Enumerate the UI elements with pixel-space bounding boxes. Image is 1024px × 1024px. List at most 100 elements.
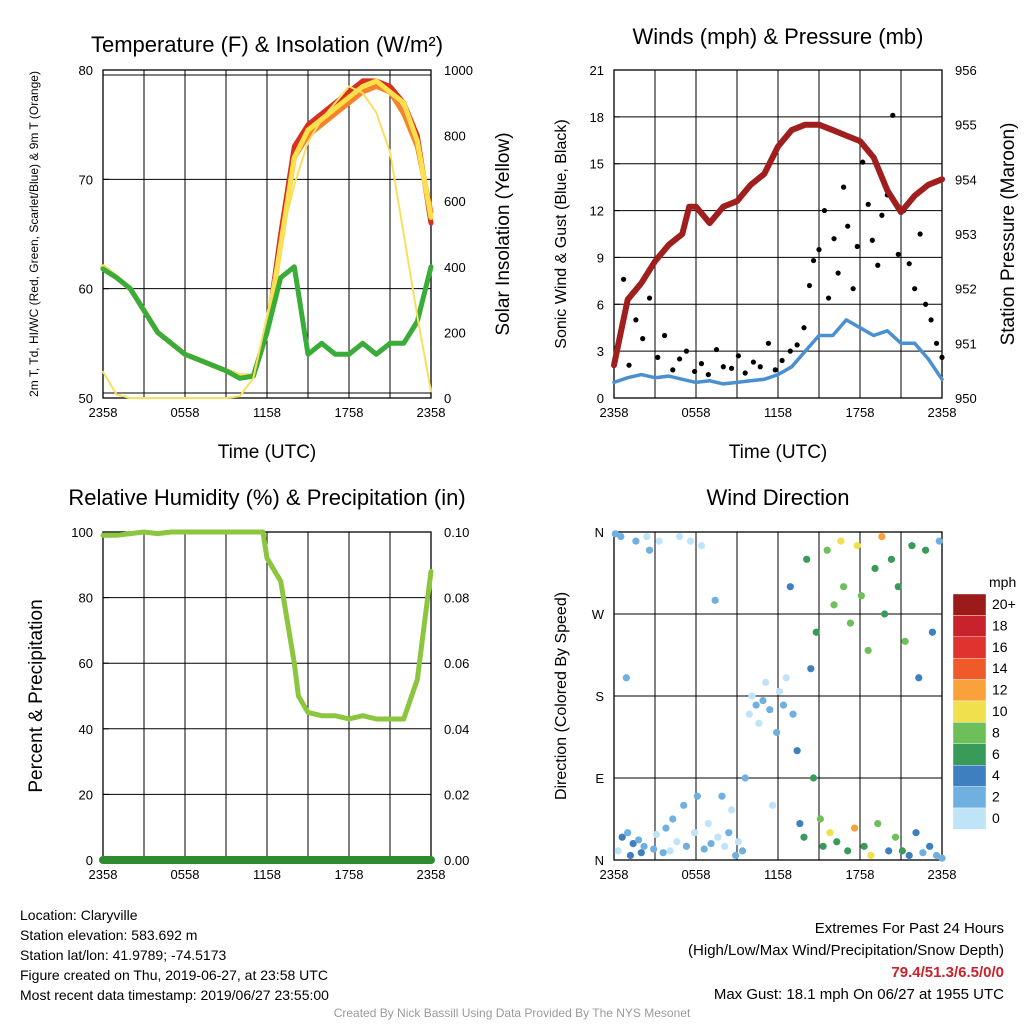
gust-point bbox=[928, 317, 934, 323]
extremes-legend: (High/Low/Max Wind/Precipitation/Snow De… bbox=[688, 942, 1004, 959]
direction-point bbox=[840, 583, 848, 591]
gust-point bbox=[692, 368, 698, 375]
gust-point bbox=[720, 364, 726, 370]
gust-point bbox=[895, 251, 901, 257]
y-tick-label: 60 bbox=[79, 282, 93, 297]
legend-label: 16 bbox=[992, 639, 1008, 655]
gust-point bbox=[620, 276, 627, 282]
y2-tick-label: 956 bbox=[955, 63, 977, 78]
y-axis-label: Direction (Colored By Speed) bbox=[553, 592, 570, 800]
gust-point bbox=[728, 365, 735, 371]
legend-label: 14 bbox=[992, 660, 1008, 676]
y-tick-label: 80 bbox=[79, 591, 93, 606]
direction-point bbox=[759, 696, 767, 705]
y-tick-label: E bbox=[595, 771, 604, 786]
x-tick-label: 1758 bbox=[335, 867, 364, 882]
gust-point bbox=[875, 262, 881, 268]
gust-point bbox=[923, 301, 929, 307]
direction-point bbox=[928, 628, 937, 636]
direction-point bbox=[905, 851, 913, 860]
gust-point bbox=[879, 212, 885, 218]
gust-point bbox=[845, 223, 851, 229]
x-tick-label: 0558 bbox=[682, 405, 711, 420]
y2-tick-label: 954 bbox=[955, 172, 977, 187]
x-tick-label: 2358 bbox=[417, 405, 446, 420]
y-tick-label: 9 bbox=[597, 250, 604, 265]
gust-point bbox=[646, 295, 653, 301]
y2-tick-label: 953 bbox=[955, 227, 977, 242]
gust-point bbox=[757, 364, 763, 370]
direction-point bbox=[714, 833, 722, 841]
direction-point bbox=[837, 537, 845, 545]
y2-tick-label: 0.04 bbox=[444, 722, 469, 737]
direction-point bbox=[901, 637, 909, 645]
panel-title: Relative Humidity (%) & Precipitation (i… bbox=[68, 485, 465, 510]
legend-label: 18 bbox=[992, 617, 1008, 633]
x-tick-label: 1758 bbox=[846, 405, 875, 420]
direction-point bbox=[748, 692, 756, 700]
x-tick-label: 2358 bbox=[928, 867, 957, 882]
created-text: Figure created on Thu, 2019-06-27, at 23… bbox=[20, 967, 328, 983]
panel-title: Winds (mph) & Pressure (mb) bbox=[633, 24, 924, 49]
direction-point bbox=[637, 849, 645, 857]
x-tick-label: 1758 bbox=[846, 867, 875, 882]
direction-point bbox=[803, 555, 811, 563]
legend-swatch bbox=[952, 636, 987, 659]
humidity-series bbox=[100, 529, 434, 722]
direction-point bbox=[686, 537, 695, 545]
gust-point bbox=[933, 340, 940, 346]
gust-point bbox=[633, 317, 639, 323]
location-text: Location: Claryville bbox=[20, 907, 138, 923]
gust-point bbox=[735, 353, 741, 359]
direction-point bbox=[908, 542, 916, 550]
max-gust-text: Max Gust: 18.1 mph On 06/27 at 1955 UTC bbox=[713, 986, 1004, 1003]
y-tick-label: W bbox=[592, 607, 605, 622]
gust-point bbox=[683, 348, 690, 354]
direction-point bbox=[885, 847, 893, 855]
direction-point bbox=[775, 687, 783, 696]
gust-point bbox=[801, 325, 807, 331]
direction-point bbox=[626, 851, 635, 860]
gust-point bbox=[912, 286, 918, 292]
plot-frame bbox=[613, 69, 943, 399]
direction-point bbox=[738, 847, 747, 855]
y-tick-label: 70 bbox=[79, 172, 93, 187]
direction-point bbox=[700, 845, 708, 853]
y-tick-label: 80 bbox=[79, 63, 93, 78]
direction-point bbox=[617, 532, 625, 541]
direction-point bbox=[919, 849, 927, 857]
legend-label: 6 bbox=[992, 746, 1000, 762]
legend-swatch bbox=[952, 807, 987, 830]
y-tick-label: 6 bbox=[597, 297, 604, 312]
direction-point bbox=[915, 674, 923, 682]
direction-point bbox=[673, 838, 681, 846]
x-tick-label: 0558 bbox=[171, 405, 200, 420]
direction-point bbox=[786, 583, 794, 591]
gust-point bbox=[787, 348, 793, 354]
y2-tick-label: 0.02 bbox=[444, 787, 469, 802]
y2-tick-label: 0.08 bbox=[444, 591, 469, 606]
gust-point bbox=[854, 243, 860, 250]
x-tick-label: 0558 bbox=[171, 867, 200, 882]
gust-point bbox=[810, 257, 817, 264]
plot-frame bbox=[102, 69, 432, 399]
direction-point bbox=[782, 674, 790, 682]
direction-point bbox=[697, 542, 706, 550]
direction-point bbox=[745, 710, 753, 718]
gust-point bbox=[742, 370, 748, 376]
y2-tick-label: 0 bbox=[444, 391, 451, 406]
legend-swatch bbox=[952, 743, 987, 766]
direction-point bbox=[850, 824, 859, 832]
direction-point bbox=[779, 701, 788, 709]
direction-point bbox=[618, 833, 626, 841]
x-tick-label: 0558 bbox=[682, 867, 711, 882]
y-tick-label: N bbox=[595, 525, 604, 540]
legend-title: mph bbox=[989, 574, 1016, 590]
direction-point bbox=[691, 829, 699, 837]
gust-point bbox=[640, 336, 646, 342]
panel-2: 2358 0558 1158 1758 2358 Winds (mph) & Pressu… bbox=[553, 24, 1019, 463]
direction-point bbox=[819, 842, 827, 850]
direction-point bbox=[680, 801, 688, 809]
x-axis-label: Time (UTC) bbox=[218, 442, 317, 463]
legend-swatch bbox=[952, 722, 987, 745]
